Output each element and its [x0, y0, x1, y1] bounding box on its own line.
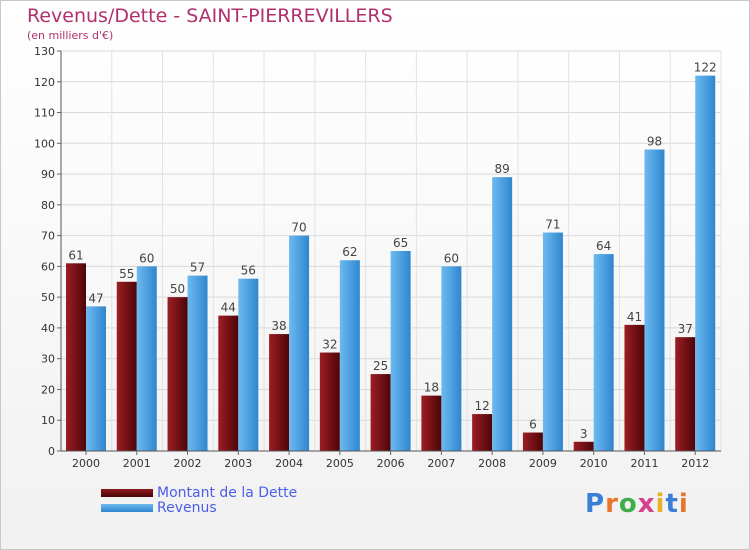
bar-dette [269, 334, 290, 451]
bar-revenus [695, 75, 716, 451]
y-tick-label: 30 [41, 353, 55, 366]
chart-title: Revenus/Dette - SAINT-PIERREVILLERS [27, 5, 393, 27]
value-label-dette: 18 [424, 381, 439, 395]
bar-revenus [390, 251, 411, 451]
bar-revenus [593, 254, 614, 451]
x-tick-label: 2011 [630, 457, 658, 470]
y-tick-label: 20 [41, 383, 55, 396]
value-label-revenus: 57 [190, 261, 205, 275]
value-label-dette: 25 [373, 359, 388, 373]
value-label-dette: 37 [678, 322, 693, 336]
bars: 61 47 55 60 50 57 44 56 38 70 32 62 25 65 18 60 12 89 6 71 3… [66, 61, 717, 451]
bar-revenus [644, 149, 665, 451]
y-tick-label: 130 [34, 45, 55, 58]
x-tick-label: 2003 [224, 457, 252, 470]
value-label-revenus: 98 [647, 134, 662, 148]
logo-letter: r [605, 489, 619, 519]
bar-revenus [187, 275, 208, 451]
bar-dette [218, 315, 239, 451]
bar-dette [116, 281, 137, 451]
value-label-revenus: 89 [495, 162, 510, 176]
x-tick-label: 2001 [123, 457, 151, 470]
bar-revenus [86, 306, 106, 451]
y-tick-label: 10 [41, 414, 55, 427]
value-label-dette: 32 [322, 338, 337, 352]
value-label-dette: 41 [627, 310, 642, 324]
bar-dette [167, 297, 188, 451]
legend-label-revenus: Revenus [157, 500, 217, 516]
value-label-dette: 3 [580, 427, 588, 441]
value-label-revenus: 60 [444, 251, 459, 265]
legend-label-debt: Montant de la Dette [157, 485, 298, 501]
y-tick-label: 0 [48, 445, 55, 458]
bar-dette [66, 263, 86, 451]
legend-swatch-debt [101, 489, 153, 497]
x-tick-label: 2000 [72, 457, 100, 470]
legend-swatch-revenus [101, 504, 153, 512]
value-label-revenus: 64 [596, 239, 611, 253]
value-label-revenus: 56 [241, 264, 256, 278]
x-tick-label: 2008 [478, 457, 506, 470]
y-tick-label: 100 [34, 137, 55, 150]
bar-dette [472, 414, 493, 451]
logo-letter: o [618, 489, 638, 519]
bar-dette [675, 337, 696, 451]
value-label-revenus: 47 [88, 291, 103, 305]
value-label-revenus: 62 [342, 245, 357, 259]
y-tick-label: 40 [41, 322, 55, 335]
bar-revenus [339, 260, 360, 451]
value-label-revenus: 65 [393, 236, 408, 250]
bar-revenus [542, 232, 563, 451]
x-tick-label: 2009 [529, 457, 557, 470]
bar-dette [319, 352, 340, 451]
bar-dette [421, 395, 442, 451]
logo-letter: P [585, 489, 606, 519]
bar-revenus [289, 235, 310, 451]
x-tick-label: 2002 [174, 457, 202, 470]
logo-letter: i [655, 489, 666, 519]
value-label-revenus: 60 [139, 251, 154, 265]
x-tick-label: 2004 [275, 457, 303, 470]
y-tick-label: 70 [41, 230, 55, 243]
value-label-revenus: 70 [291, 221, 306, 235]
y-tick-label: 80 [41, 199, 55, 212]
x-tick-label: 2007 [427, 457, 455, 470]
y-tick-label: 50 [41, 291, 55, 304]
x-tick-label: 2006 [377, 457, 405, 470]
axes: 0 10 20 30 40 50 60 70 80 90 100 110 120 130 2000 2001 2… [34, 45, 721, 470]
logo-letter: i [678, 489, 689, 519]
bar-dette [370, 374, 391, 451]
y-tick-label: 60 [41, 260, 55, 273]
proxiti-logo: Proxiti [585, 489, 689, 519]
value-label-dette: 38 [271, 319, 286, 333]
value-label-dette: 55 [119, 267, 134, 281]
bar-revenus [492, 177, 513, 451]
y-tick-label: 90 [41, 168, 55, 181]
bar-dette [573, 441, 594, 451]
value-label-dette: 12 [475, 399, 490, 413]
bar-revenus [441, 266, 462, 451]
bar-dette [624, 324, 645, 451]
logo-letter: x [637, 489, 656, 519]
y-tick-label: 110 [34, 107, 55, 120]
bar-revenus [136, 266, 157, 451]
value-label-dette: 61 [68, 248, 83, 262]
value-label-dette: 44 [221, 301, 236, 315]
y-tick-label: 120 [34, 76, 55, 89]
bar-dette [522, 432, 543, 451]
logo-letter: t [665, 489, 679, 519]
value-label-revenus: 71 [545, 218, 560, 232]
value-label-revenus: 122 [694, 61, 717, 75]
bar-revenus [238, 278, 259, 451]
chart-subtitle: (en milliers d'€) [27, 29, 114, 42]
value-label-dette: 50 [170, 282, 185, 296]
x-tick-label: 2012 [681, 457, 709, 470]
value-label-dette: 6 [529, 418, 537, 432]
x-tick-label: 2005 [326, 457, 354, 470]
x-tick-label: 2010 [580, 457, 608, 470]
